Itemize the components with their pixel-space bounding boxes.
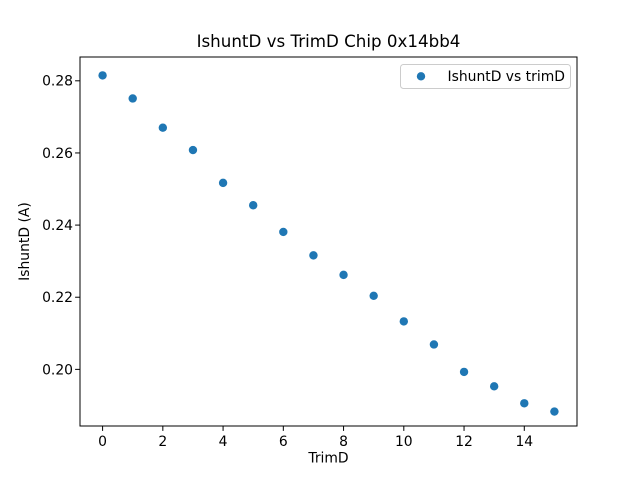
data-point (429, 340, 439, 349)
legend-marker-icon (416, 72, 426, 81)
x-tick-label: 6 (279, 434, 288, 450)
data-point (248, 201, 258, 210)
y-tick-label: 0.28 (42, 74, 73, 90)
data-point (520, 399, 529, 408)
data-point (128, 94, 137, 103)
x-tick-label: 4 (219, 434, 228, 450)
x-tick-label: 0 (98, 434, 107, 450)
data-point (218, 178, 228, 188)
x-tick-label: 12 (455, 434, 473, 450)
x-tick-label: 8 (339, 434, 348, 450)
data-point (399, 317, 409, 326)
data-point (459, 367, 469, 377)
x-axis-ticks: 0 2 4 6 8 10 12 14 (98, 426, 533, 450)
chart-title: IshuntD vs TrimD Chip 0x14bb4 (197, 31, 461, 51)
x-axis-label: TrimD (307, 451, 348, 467)
plot-frame (79, 56, 578, 427)
y-tick-label: 0.22 (42, 290, 73, 306)
data-point (188, 145, 198, 155)
data-point (279, 227, 288, 237)
data-point (339, 270, 348, 280)
data-point (158, 123, 168, 132)
legend-label: IshuntD vs trimD (448, 69, 565, 85)
y-tick-label: 0.20 (42, 362, 73, 378)
scatter-points (98, 71, 559, 416)
data-point (309, 251, 318, 260)
legend: IshuntD vs trimD (400, 64, 571, 89)
x-tick-label: 10 (395, 434, 413, 450)
legend-box (400, 64, 571, 89)
data-point (98, 71, 107, 80)
x-tick-label: 2 (158, 434, 167, 450)
x-tick-label: 14 (515, 434, 533, 450)
data-point (369, 291, 378, 300)
y-tick-label: 0.26 (42, 146, 73, 162)
y-axis-label: IshuntD (A) (17, 202, 33, 281)
y-axis-ticks: 0.20 0.22 0.24 0.26 0.28 (42, 74, 80, 378)
y-tick-label: 0.24 (42, 218, 73, 234)
data-point (550, 407, 559, 416)
data-point (489, 382, 499, 391)
